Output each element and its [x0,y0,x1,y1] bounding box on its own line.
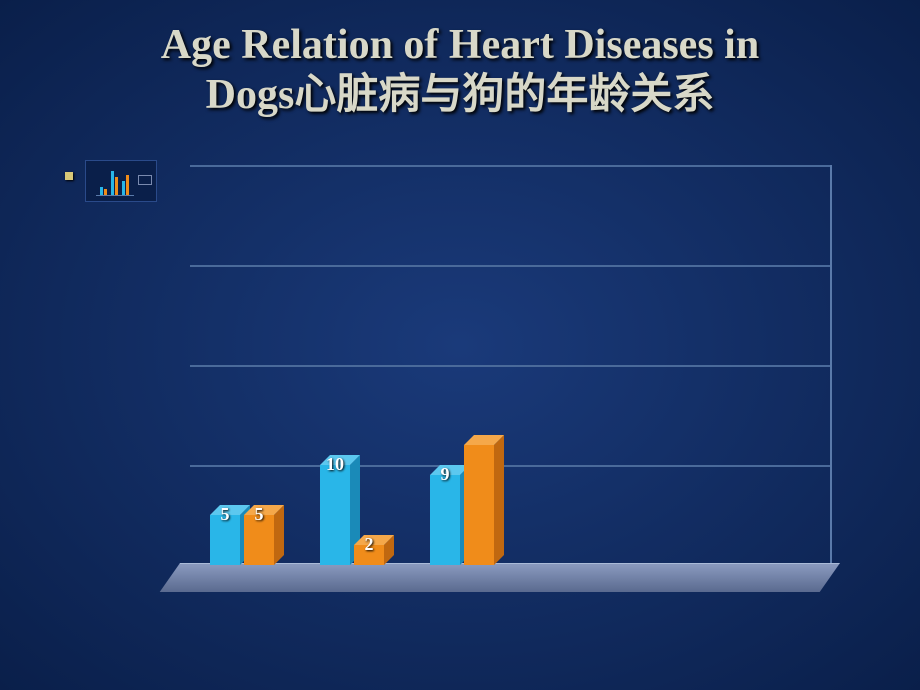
chart-floor [160,563,840,592]
thumb-bar [115,177,118,195]
bar-value-label: 5 [242,504,276,525]
thumb-bar [126,175,129,195]
bar-value-label: 2 [352,534,386,555]
thumb-bar [111,171,114,195]
gridline [190,365,830,367]
chart-thumbnail [85,160,157,202]
gridline [190,465,830,467]
bullet-decoration [65,172,73,180]
thumb-bar [122,181,125,195]
gridline [190,265,830,267]
bar-value-label: 5 [208,504,242,525]
title-line1: Age Relation of Heart Diseases in [161,22,759,68]
bar [320,465,350,565]
bar [430,475,460,565]
thumb-bar [100,187,103,195]
thumb-legend [138,175,152,185]
slide-title: Age Relation of Heart Diseases in Dogs心脏… [0,0,920,121]
title-line2: Dogs心脏病与狗的年龄关系 [206,72,715,118]
chart-plot-area [190,165,832,565]
bar-value-label: 9 [428,464,462,485]
bar-value-label: 10 [318,454,352,475]
main-chart: 55 10 2 9 [190,165,830,595]
bar [464,445,494,565]
gridline [190,165,830,167]
